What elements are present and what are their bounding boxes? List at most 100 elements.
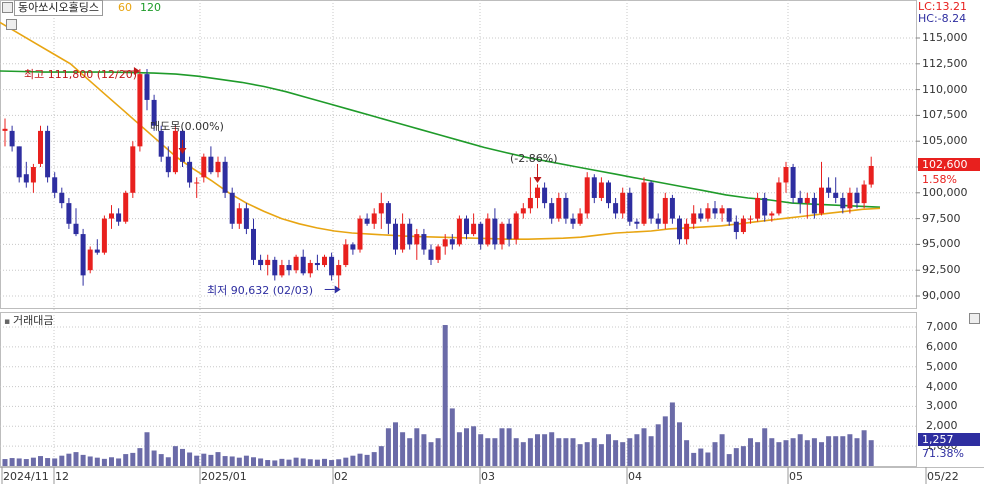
volume-panel-title: ▪ 거래대금 xyxy=(4,314,53,329)
high-arrow-icon xyxy=(133,67,140,76)
candle-body xyxy=(16,146,22,178)
volume-bar xyxy=(428,442,434,466)
candle-body xyxy=(357,218,363,250)
collapse-icon[interactable] xyxy=(2,2,13,13)
candle-body xyxy=(30,167,36,183)
volume-bar xyxy=(861,430,867,466)
volume-bar xyxy=(123,454,129,466)
volume-bar xyxy=(740,446,746,466)
signal-annotation-2: (-2.86%) xyxy=(510,152,558,165)
volume-tick-label: 5,000 xyxy=(926,359,958,373)
volume-bar xyxy=(662,416,668,466)
volume-bar xyxy=(570,438,576,466)
volume-bar xyxy=(691,452,697,466)
candle-body xyxy=(833,192,839,198)
grid-toggle-icon[interactable] xyxy=(6,19,17,30)
volume-bar xyxy=(400,432,406,466)
candle-body xyxy=(719,208,725,214)
current-price-badge: 102,600 xyxy=(918,158,980,171)
candle-body xyxy=(222,161,228,193)
candle-body xyxy=(570,218,576,224)
volume-bar xyxy=(591,438,597,466)
candle-body xyxy=(819,187,824,214)
stock-name-label[interactable]: 동아쏘시오홀딩스 xyxy=(14,0,103,16)
candle-body xyxy=(492,218,498,245)
volume-bar xyxy=(542,434,548,466)
volume-bar xyxy=(279,458,285,466)
volume-bar xyxy=(549,432,555,466)
volume-bar xyxy=(158,454,164,466)
volume-bar xyxy=(527,438,533,466)
volume-bar xyxy=(556,438,562,466)
volume-bar xyxy=(819,442,824,466)
price-tick-label: 115,000 xyxy=(922,31,968,44)
volume-collapse-icon[interactable]: ▪ xyxy=(4,317,13,327)
candle-body xyxy=(236,208,242,224)
volume-bar xyxy=(456,432,462,466)
volume-bar xyxy=(300,458,306,466)
volume-bar xyxy=(144,432,150,466)
signal-arrow-icon xyxy=(533,177,542,183)
volume-bar xyxy=(421,434,427,466)
candle-body xyxy=(591,177,597,198)
candle-body xyxy=(684,223,690,240)
volume-bar xyxy=(109,457,114,466)
x-tick-label: 12 xyxy=(55,470,69,483)
x-tick-label: 2024/11 xyxy=(3,470,49,483)
volume-bar xyxy=(606,434,611,466)
candle-body xyxy=(151,99,157,126)
volume-bar xyxy=(464,428,469,466)
candle-body xyxy=(279,265,285,276)
candle-body xyxy=(847,192,853,209)
volume-bar xyxy=(293,457,299,466)
volume-bar xyxy=(350,455,356,466)
volume-bar xyxy=(258,458,264,466)
volume-bar xyxy=(648,436,654,466)
volume-bar xyxy=(378,446,384,466)
candle-body xyxy=(506,223,512,240)
volume-bar xyxy=(627,438,633,466)
candle-body xyxy=(748,218,753,220)
candle-body xyxy=(655,218,661,224)
candle-body xyxy=(123,192,129,222)
volume-bar xyxy=(265,460,271,466)
candle-body xyxy=(350,244,356,250)
candle-body xyxy=(414,234,420,245)
candle-body xyxy=(371,213,377,224)
candle-body xyxy=(258,259,264,266)
candle-body xyxy=(165,156,171,173)
volume-bar xyxy=(194,455,200,466)
candle-body xyxy=(442,239,448,247)
price-tick-label: 105,000 xyxy=(922,134,968,148)
candle-body xyxy=(769,213,775,216)
candle-body xyxy=(520,208,526,214)
volume-bar xyxy=(613,440,619,466)
volume-bar xyxy=(833,436,839,466)
candle-body xyxy=(2,128,8,131)
candle-body xyxy=(549,203,555,219)
price-tick-label: 100,000 xyxy=(922,185,968,199)
volume-bar xyxy=(698,448,704,466)
volume-close-icon[interactable] xyxy=(969,313,980,324)
volume-bar xyxy=(804,440,810,466)
volume-bar xyxy=(655,424,661,466)
price-tick-label: 92,500 xyxy=(922,263,961,277)
candle-body xyxy=(464,218,469,235)
candle-body xyxy=(527,197,533,209)
volume-bar xyxy=(492,438,498,466)
candle-body xyxy=(385,203,391,224)
volume-bar xyxy=(840,436,846,466)
volume-bar xyxy=(101,458,107,466)
candle-body xyxy=(542,187,548,204)
candle-body xyxy=(648,182,654,219)
volume-bar xyxy=(208,454,214,466)
volume-bar xyxy=(251,457,256,466)
volume-bar xyxy=(314,459,320,466)
candle-body xyxy=(513,213,519,240)
volume-bar xyxy=(45,458,51,466)
candle-body xyxy=(556,197,562,219)
volume-bar xyxy=(130,452,136,466)
candle-body xyxy=(364,218,370,224)
x-tick-label: 05/22 xyxy=(927,470,959,483)
